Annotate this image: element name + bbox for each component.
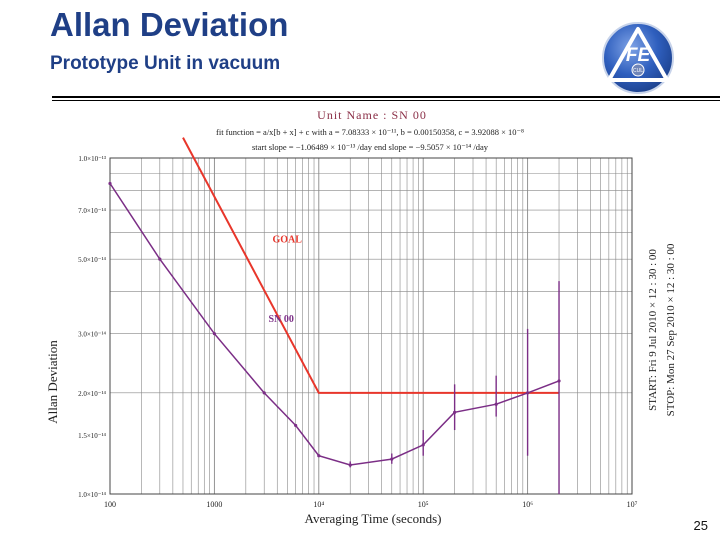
- y-tick-label: 1.0×10⁻¹⁴: [78, 491, 106, 499]
- x-tick-label: 100: [104, 500, 116, 509]
- data-point: [108, 181, 112, 186]
- plot-frame: [109, 157, 633, 495]
- header-rule-thick: [52, 96, 720, 98]
- x-axis-label: Averaging Time (seconds): [305, 511, 442, 526]
- x-tick-label: 10⁶: [522, 500, 533, 509]
- data-point: [262, 391, 266, 395]
- series-label-goal: GOAL: [272, 235, 302, 246]
- logo-disc: [602, 22, 674, 94]
- triangle-emblem-icon: [607, 27, 669, 82]
- y-tick-label: 1.5×10⁻¹⁴: [78, 432, 106, 440]
- run-stop-annotation: STOP: Mon 27 Sep 2010 × 12 : 30 : 00: [665, 243, 677, 416]
- data-point: [317, 454, 321, 458]
- header-rule-thin: [52, 100, 720, 101]
- slide-subtitle: Prototype Unit in vacuum: [50, 53, 281, 74]
- y-tick-label: 1.0×10⁻¹³: [78, 155, 106, 163]
- data-point: [158, 257, 162, 261]
- allan-deviation-chart: Unit Name : SN 00 fit function = a/x[b +…: [0, 102, 700, 532]
- x-tick-label: 10⁷: [627, 500, 638, 509]
- chart-header-line2: fit function = a/x[b + x] + c with a = 7…: [216, 127, 524, 137]
- slide-title: Allan Deviation: [50, 6, 289, 43]
- logo-seal: [631, 63, 645, 77]
- logo-seal-text: CUL: [633, 68, 643, 74]
- logo-letters: FE: [626, 45, 652, 66]
- fe-logo: FE CUL: [602, 22, 674, 94]
- chart-header-line1: Unit Name : SN 00: [317, 108, 427, 122]
- series-line-goal: [182, 137, 559, 394]
- chart-axes: 100 1000 10⁴ 10⁵ 10⁶ 10⁷ 1.0×10⁻¹³ 7.0×10⁻¹⁴ 5.0…: [78, 155, 638, 509]
- x-tick-label: 10⁴: [313, 500, 324, 509]
- chart-header-line3: start slope = −1.06489 × 10⁻¹³ /day end …: [252, 142, 489, 152]
- y-tick-label: 7.0×10⁻¹⁴: [78, 207, 106, 215]
- y-axis-label: Allan Deviation: [45, 340, 60, 424]
- chart-error-bars: [349, 281, 560, 494]
- x-tick-label: 1000: [206, 500, 222, 509]
- data-point: [294, 423, 298, 428]
- data-point: [212, 332, 216, 336]
- chart-labels: GOAL SN 00: [269, 235, 303, 325]
- y-tick-label: 5.0×10⁻¹⁴: [78, 256, 106, 264]
- page-number: 25: [693, 518, 708, 533]
- series-label-sn-00: SN 00: [269, 314, 294, 325]
- x-tick-label: 10⁵: [418, 500, 429, 509]
- y-tick-label: 2.0×10⁻¹⁴: [78, 390, 106, 398]
- chart-header: Unit Name : SN 00 fit function = a/x[b +…: [216, 108, 524, 152]
- run-start-annotation: START: Fri 9 Jul 2010 × 12 : 30 : 00: [647, 249, 659, 411]
- y-tick-label: 3.0×10⁻¹⁴: [78, 331, 106, 339]
